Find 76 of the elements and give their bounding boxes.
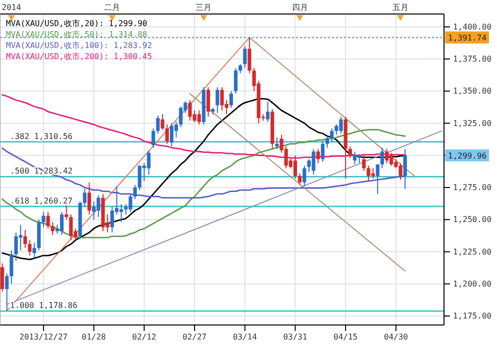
y-tick-label: 1,175.00 [453, 312, 492, 321]
x-tick-label: 2013/12/27 [19, 332, 68, 342]
candlestick [64, 204, 68, 220]
candlestick [165, 124, 169, 144]
candlestick [384, 148, 389, 164]
text: 1,299.96 [448, 151, 487, 160]
candlestick [152, 128, 156, 148]
candlestick [156, 115, 160, 134]
candlestick [28, 240, 32, 256]
candlestick [216, 86, 220, 114]
x-tick-label: 01/28 [82, 332, 106, 342]
candlestick [348, 146, 352, 158]
candlestick [376, 164, 380, 194]
candlestick [87, 182, 92, 215]
candlestick [403, 148, 407, 190]
candlestick [298, 172, 302, 186]
candlestick [325, 136, 330, 148]
y-tick-label: 1,275.00 [453, 183, 492, 192]
candlestick [42, 211, 46, 228]
text: MVA(XAU/USD,收市,100): 1,283.92 [6, 41, 152, 50]
candlestick [32, 242, 36, 259]
x-tick-label: 04/30 [384, 332, 408, 342]
candlestick [50, 222, 54, 236]
candlestick [293, 154, 298, 179]
text: 2014 [2, 3, 22, 12]
candlestick [10, 250, 14, 284]
candlestick [60, 211, 64, 236]
y-tick-label: 1,250.00 [453, 215, 492, 224]
candlestick [330, 128, 334, 144]
candlestick [243, 46, 247, 68]
text: 五月 [392, 3, 409, 12]
candlestick [46, 211, 50, 230]
y-tick-label: 1,400.00 [453, 22, 492, 32]
ref-line-label: .382 1,310.56 [10, 132, 73, 141]
text: 三月 [196, 3, 212, 12]
candlestick [133, 184, 137, 200]
candlestick [302, 165, 306, 187]
y-tick-label: 1,200.00 [453, 279, 492, 288]
candlestick [160, 114, 164, 130]
candlestick [206, 86, 210, 118]
ref-line-label: 1.000 1,178.86 [10, 301, 78, 310]
y-tick-label: 1,225.00 [453, 247, 492, 256]
line-series [2, 128, 406, 238]
candlestick [380, 147, 384, 169]
candlestick [275, 136, 279, 150]
x-tick-label: 02/27 [182, 332, 207, 342]
text: MVA(XAU/USD,收市,200): 1,300.45 [6, 52, 152, 61]
candlestick [229, 90, 233, 108]
ref-line-label: .618 1,260.27 [10, 196, 73, 206]
candlestick [146, 150, 151, 176]
candlestick [316, 148, 320, 164]
text: 四月 [292, 3, 308, 12]
candlestick [362, 154, 366, 172]
text: 1,391.74 [448, 33, 487, 42]
candlestick [248, 36, 252, 74]
y-tick-label: 1,350.00 [453, 86, 492, 96]
x-tick-label: 03/14 [232, 332, 258, 342]
text: 二月 [104, 3, 120, 12]
y-tick-label: 1,325.00 [453, 118, 492, 128]
candlestick [0, 262, 4, 292]
y-tick-label: 1,375.00 [453, 54, 492, 64]
candlestick [92, 201, 96, 220]
candlestick [266, 100, 270, 122]
candlestick [82, 188, 86, 208]
candlestick [320, 140, 324, 162]
candlestick [179, 106, 183, 128]
candlestick [5, 273, 9, 312]
text: MVA(XAU/USD,收市,50): 1,314.88 [6, 30, 148, 39]
x-tick-label: 03/31 [283, 332, 308, 342]
x-tick-label: 02/12 [132, 332, 156, 342]
x-tick-label: 04/15 [334, 332, 358, 342]
candlestick [352, 151, 357, 165]
line-series [2, 147, 406, 198]
text: MVA(XAU/USD,收市,20): 1,299.90 [6, 19, 148, 28]
candlestick [234, 67, 238, 94]
candlestick [23, 229, 27, 248]
